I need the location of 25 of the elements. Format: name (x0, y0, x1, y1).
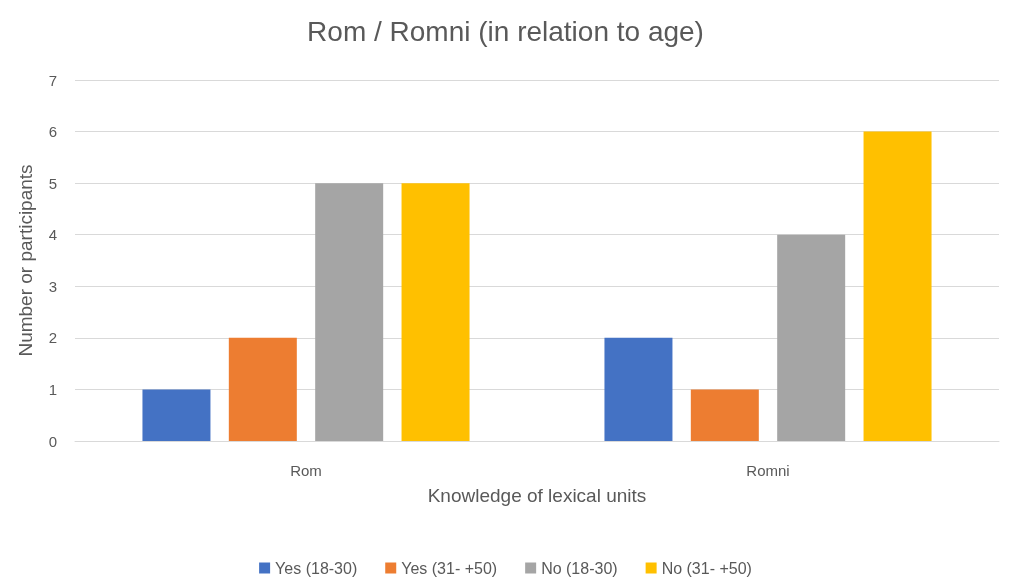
legend-label: No (18-30) (541, 559, 618, 577)
bar (142, 389, 211, 441)
y-tick-label: 0 (48, 432, 57, 450)
legend-label: Yes (31- +50) (401, 559, 498, 577)
legend-label: No (31- +50) (661, 559, 752, 577)
y-tick-label: 3 (48, 277, 57, 295)
bar (604, 337, 673, 441)
x-axis-title: Knowledge of lexical units (427, 485, 647, 506)
legend-label: Yes (18-30) (275, 559, 358, 577)
x-tick-label: Rom (290, 462, 322, 479)
y-tick-label: 4 (48, 226, 57, 244)
y-tick-label: 7 (48, 71, 57, 89)
bar (863, 131, 932, 441)
bar (690, 389, 759, 441)
y-tick-label: 5 (48, 174, 57, 192)
bar (315, 183, 384, 441)
y-axis-title: Number or participants (15, 164, 36, 357)
chart-title: Rom / Romni (in relation to age) (307, 15, 704, 47)
bar (401, 183, 470, 441)
y-tick-label: 6 (48, 123, 57, 141)
y-tick-label: 1 (48, 380, 57, 398)
bar (777, 234, 846, 441)
x-tick-label: Romni (746, 462, 790, 479)
bar (228, 337, 297, 441)
y-tick-label: 2 (48, 329, 57, 347)
